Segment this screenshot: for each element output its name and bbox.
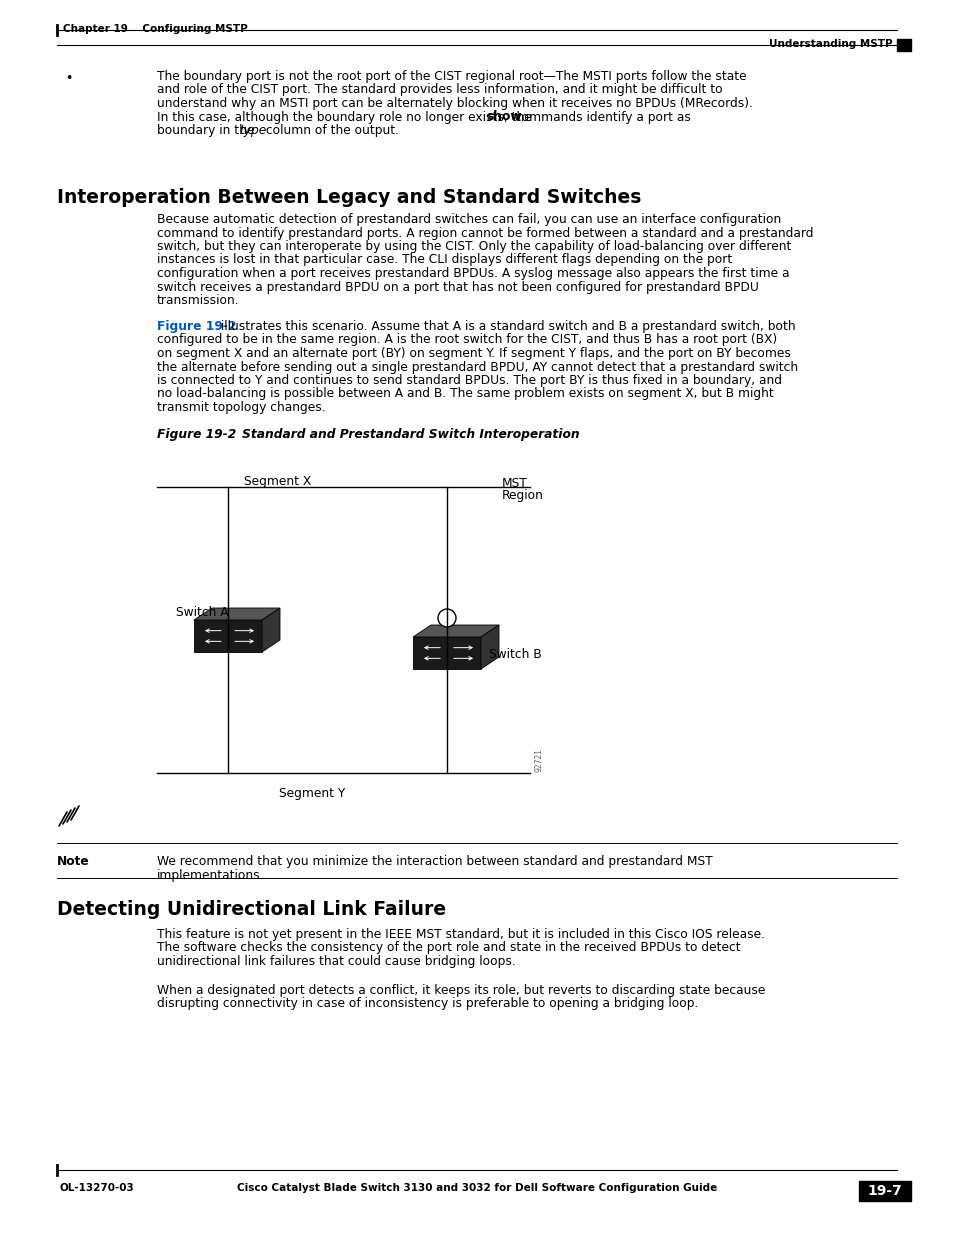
Text: switch receives a prestandard BPDU on a port that has not been configured for pr: switch receives a prestandard BPDU on a … bbox=[157, 280, 758, 294]
Polygon shape bbox=[193, 608, 280, 620]
Text: •: • bbox=[65, 72, 72, 85]
Text: disrupting connectivity in case of inconsistency is preferable to opening a brid: disrupting connectivity in case of incon… bbox=[157, 998, 698, 1010]
Circle shape bbox=[437, 609, 456, 627]
Text: instances is lost in that particular case. The CLI displays different flags depe: instances is lost in that particular cas… bbox=[157, 253, 732, 267]
Text: type: type bbox=[239, 124, 266, 137]
Text: Figure 19-2: Figure 19-2 bbox=[157, 320, 236, 333]
Text: Cisco Catalyst Blade Switch 3130 and 3032 for Dell Software Configuration Guide: Cisco Catalyst Blade Switch 3130 and 303… bbox=[236, 1183, 717, 1193]
Text: 19-7: 19-7 bbox=[866, 1184, 902, 1198]
Text: column of the output.: column of the output. bbox=[262, 124, 398, 137]
Text: configured to be in the same region. A is the root switch for the CIST, and thus: configured to be in the same region. A i… bbox=[157, 333, 777, 347]
Text: transmission.: transmission. bbox=[157, 294, 239, 308]
Bar bbox=[896, 40, 910, 51]
Text: The software checks the consistency of the port role and state in the received B: The software checks the consistency of t… bbox=[157, 941, 740, 955]
Text: on segment X and an alternate port (BY) on segment Y. If segment Y flaps, and th: on segment X and an alternate port (BY) … bbox=[157, 347, 790, 359]
Text: understand why an MSTI port can be alternately blocking when it receives no BPDU: understand why an MSTI port can be alter… bbox=[157, 98, 752, 110]
Text: Understanding MSTP: Understanding MSTP bbox=[768, 40, 892, 49]
Text: Segment X: Segment X bbox=[244, 475, 312, 488]
Text: show: show bbox=[485, 110, 521, 124]
Text: and role of the CIST port. The standard provides less information, and it might : and role of the CIST port. The standard … bbox=[157, 84, 721, 96]
Text: This feature is not yet present in the IEEE MST standard, but it is included in : This feature is not yet present in the I… bbox=[157, 927, 764, 941]
Text: Because automatic detection of prestandard switches can fail, you can use an int: Because automatic detection of prestanda… bbox=[157, 212, 781, 226]
Text: illustrates this scenario. Assume that A is a standard switch and B a prestandar: illustrates this scenario. Assume that A… bbox=[217, 320, 796, 333]
Text: MST: MST bbox=[501, 477, 527, 490]
Text: Interoperation Between Legacy and Standard Switches: Interoperation Between Legacy and Standa… bbox=[57, 188, 640, 207]
Polygon shape bbox=[413, 625, 498, 637]
Text: Segment Y: Segment Y bbox=[278, 787, 345, 800]
Text: Detecting Unidirectional Link Failure: Detecting Unidirectional Link Failure bbox=[57, 900, 446, 919]
Polygon shape bbox=[413, 637, 480, 669]
Text: Switch A: Switch A bbox=[175, 606, 229, 619]
Text: Standard and Prestandard Switch Interoperation: Standard and Prestandard Switch Interope… bbox=[242, 429, 579, 441]
Text: Switch B: Switch B bbox=[489, 648, 541, 661]
Text: Region: Region bbox=[501, 489, 543, 501]
Text: transmit topology changes.: transmit topology changes. bbox=[157, 401, 325, 414]
Text: command to identify prestandard ports. A region cannot be formed between a stand: command to identify prestandard ports. A… bbox=[157, 226, 813, 240]
Text: unidirectional link failures that could cause bridging loops.: unidirectional link failures that could … bbox=[157, 955, 516, 968]
Text: commands identify a port as: commands identify a port as bbox=[511, 110, 690, 124]
Polygon shape bbox=[480, 625, 498, 669]
Text: no load-balancing is possible between A and B. The same problem exists on segmen: no load-balancing is possible between A … bbox=[157, 388, 773, 400]
Text: configuration when a port receives prestandard BPDUs. A syslog message also appe: configuration when a port receives prest… bbox=[157, 267, 789, 280]
Text: OL-13270-03: OL-13270-03 bbox=[60, 1183, 134, 1193]
Polygon shape bbox=[193, 620, 262, 652]
Text: Chapter 19    Configuring MSTP: Chapter 19 Configuring MSTP bbox=[63, 23, 248, 35]
Text: is connected to Y and continues to send standard BPDUs. The port BY is thus fixe: is connected to Y and continues to send … bbox=[157, 374, 781, 387]
Text: Note: Note bbox=[57, 855, 90, 868]
Bar bbox=[858, 1181, 910, 1200]
Polygon shape bbox=[262, 608, 280, 652]
Text: We recommend that you minimize the interaction between standard and prestandard : We recommend that you minimize the inter… bbox=[157, 855, 712, 868]
Text: Figure 19-2: Figure 19-2 bbox=[157, 429, 236, 441]
Text: In this case, although the boundary role no longer exists, the: In this case, although the boundary role… bbox=[157, 110, 535, 124]
Text: the alternate before sending out a single prestandard BPDU, AY cannot detect tha: the alternate before sending out a singl… bbox=[157, 361, 798, 373]
Text: boundary in the: boundary in the bbox=[157, 124, 258, 137]
Text: When a designated port detects a conflict, it keeps its role, but reverts to dis: When a designated port detects a conflic… bbox=[157, 984, 764, 997]
Text: implementations.: implementations. bbox=[157, 868, 264, 882]
Text: 92721: 92721 bbox=[535, 748, 543, 772]
Text: The boundary port is not the root port of the CIST regional root—The MSTI ports : The boundary port is not the root port o… bbox=[157, 70, 746, 83]
Text: switch, but they can interoperate by using the CIST. Only the capability of load: switch, but they can interoperate by usi… bbox=[157, 240, 791, 253]
